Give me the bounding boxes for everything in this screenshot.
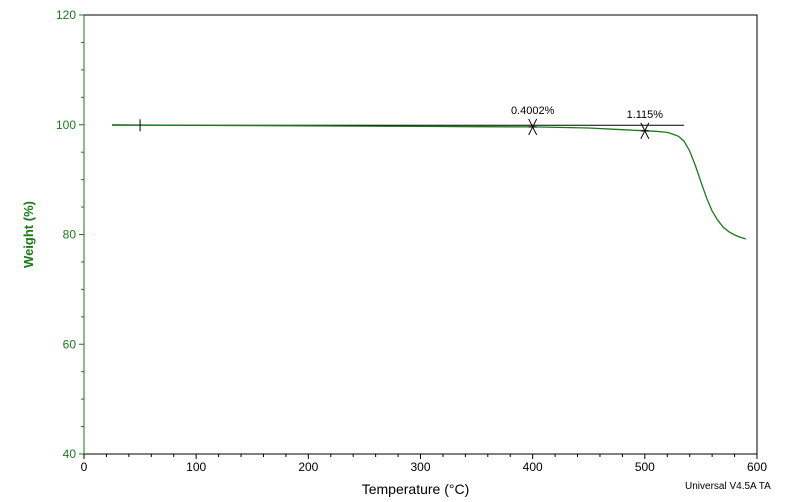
x-tick-label: 400: [523, 460, 543, 474]
plot-frame: [84, 15, 757, 454]
x-tick-label: 500: [635, 460, 655, 474]
y-tick-label: 80: [63, 228, 77, 242]
step-label: 0.4002%: [511, 105, 555, 117]
software-version-footer: Universal V4.5A TA: [685, 481, 771, 492]
x-axis-title: Temperature (°C): [362, 481, 470, 497]
x-tick-label: 100: [186, 460, 206, 474]
weight-curve: [112, 125, 746, 239]
x-tick-label: 300: [410, 460, 430, 474]
y-tick-label: 100: [56, 118, 76, 132]
y-axis-title: Weight (%): [21, 201, 36, 268]
x-tick-label: 200: [298, 460, 318, 474]
x-tick-label: 0: [81, 460, 88, 474]
x-tick-label: 600: [747, 460, 767, 474]
y-tick-label: 40: [63, 447, 77, 461]
y-tick-label: 60: [63, 337, 77, 351]
y-tick-label: 120: [56, 8, 76, 22]
step-marker: [529, 119, 537, 135]
step-label: 1.115%: [627, 109, 664, 121]
